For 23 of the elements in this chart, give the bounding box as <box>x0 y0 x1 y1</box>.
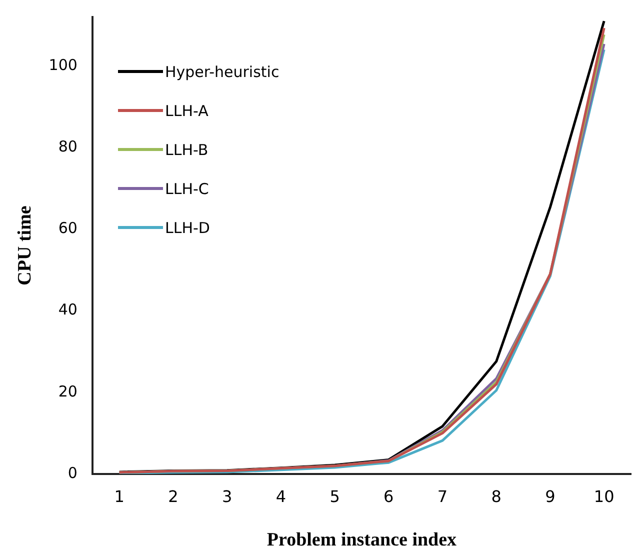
y-tick-label: 0 <box>68 464 78 482</box>
x-tick-label: 4 <box>276 486 286 506</box>
y-tick-label: 80 <box>58 137 78 156</box>
legend-label: LLH-D <box>165 218 210 236</box>
y-tick-label: 60 <box>58 219 78 238</box>
x-tick-label: 10 <box>594 486 614 506</box>
y-tick-label: 40 <box>58 300 78 319</box>
x-tick-label: 1 <box>114 486 124 506</box>
x-axis-title: Problem instance index <box>266 530 458 551</box>
x-tick-label: 8 <box>491 486 502 506</box>
legend-label: LLH-A <box>165 102 208 120</box>
x-tick-label: 7 <box>437 486 448 506</box>
x-tick-label: 9 <box>545 486 556 506</box>
x-tick-label: 6 <box>384 486 394 506</box>
x-tick-label: 2 <box>168 486 178 506</box>
x-tick-label: 5 <box>330 486 340 506</box>
x-tick-label: 3 <box>222 486 232 506</box>
y-tick-label: 100 <box>48 56 78 74</box>
legend-label: Hyper-heuristic <box>165 62 280 80</box>
legend-label: LLH-C <box>165 180 209 198</box>
y-axis-title: CPU time <box>14 206 36 286</box>
legend-label: LLH-B <box>165 140 208 158</box>
y-tick-label: 20 <box>58 382 78 400</box>
